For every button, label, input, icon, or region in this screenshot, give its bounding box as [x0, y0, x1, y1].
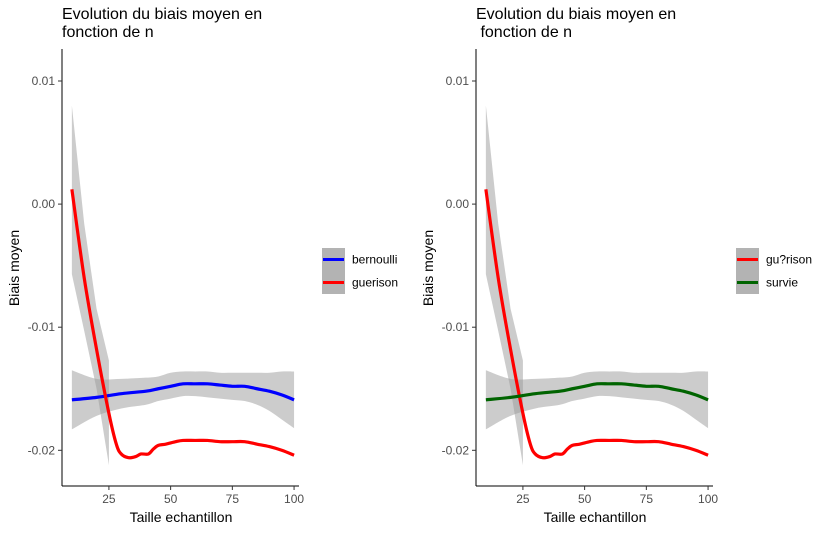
y-tick-label: -0.01 [28, 320, 56, 334]
x-tick-label: 100 [284, 492, 304, 506]
y-axis-ticks: 0.01 0.00 -0.01 -0.02 [28, 74, 62, 457]
legend-label-1: survie [766, 276, 798, 290]
x-tick-label: 50 [164, 492, 178, 506]
legend-label-1: guerison [352, 276, 398, 290]
legend-label-0: bernoulli [352, 253, 397, 267]
confidence-bands [485, 105, 709, 466]
chart-title-line-2: fonction de n [476, 24, 572, 41]
y-axis-title: Biais moyen [6, 230, 22, 306]
confidence-band-0 [485, 105, 523, 466]
chart-title-line-2: fonction de n [62, 24, 154, 41]
legend: gu?rison survie [736, 248, 812, 294]
y-tick-label: 0.01 [32, 74, 56, 88]
x-tick-label: 25 [516, 492, 530, 506]
x-axis-title: Taille echantillon [130, 509, 233, 525]
confidence-bands [71, 105, 295, 466]
confidence-band-1 [71, 105, 109, 466]
chart-title-line-1: Evolution du biais moyen en [476, 6, 676, 23]
x-tick-label: 50 [578, 492, 592, 506]
series-lines [484, 189, 709, 460]
y-tick-label: -0.02 [28, 443, 56, 457]
y-axis-title: Biais moyen [420, 230, 436, 306]
y-tick-label: -0.01 [442, 320, 470, 334]
y-axis-ticks: 0.01 0.00 -0.01 -0.02 [442, 74, 476, 457]
x-tick-label: 75 [226, 492, 240, 506]
x-axis-ticks: 25 50 75 100 [102, 486, 304, 506]
x-axis-title: Taille echantillon [544, 509, 647, 525]
series-line-0 [71, 382, 295, 402]
y-tick-label: -0.02 [442, 443, 470, 457]
y-tick-label: 0.00 [32, 197, 56, 211]
x-axis-ticks: 25 50 75 100 [516, 486, 718, 506]
series-line-0 [484, 189, 709, 460]
legend: bernoulli guerison [322, 248, 398, 294]
legend-label-0: gu?rison [766, 253, 812, 267]
chart-panel-1: Evolution du biais moyen en fonction de … [6, 6, 398, 525]
series-lines [70, 189, 295, 460]
x-tick-label: 100 [698, 492, 718, 506]
x-tick-label: 75 [640, 492, 654, 506]
chart-title-line-1: Evolution du biais moyen en [62, 6, 262, 23]
y-tick-label: 0.01 [446, 74, 470, 88]
series-line-1 [485, 382, 709, 402]
chart-panel-2: Evolution du biais moyen en fonction de … [420, 6, 812, 525]
x-tick-label: 25 [102, 492, 116, 506]
y-tick-label: 0.00 [446, 197, 470, 211]
series-line-1 [70, 189, 295, 460]
